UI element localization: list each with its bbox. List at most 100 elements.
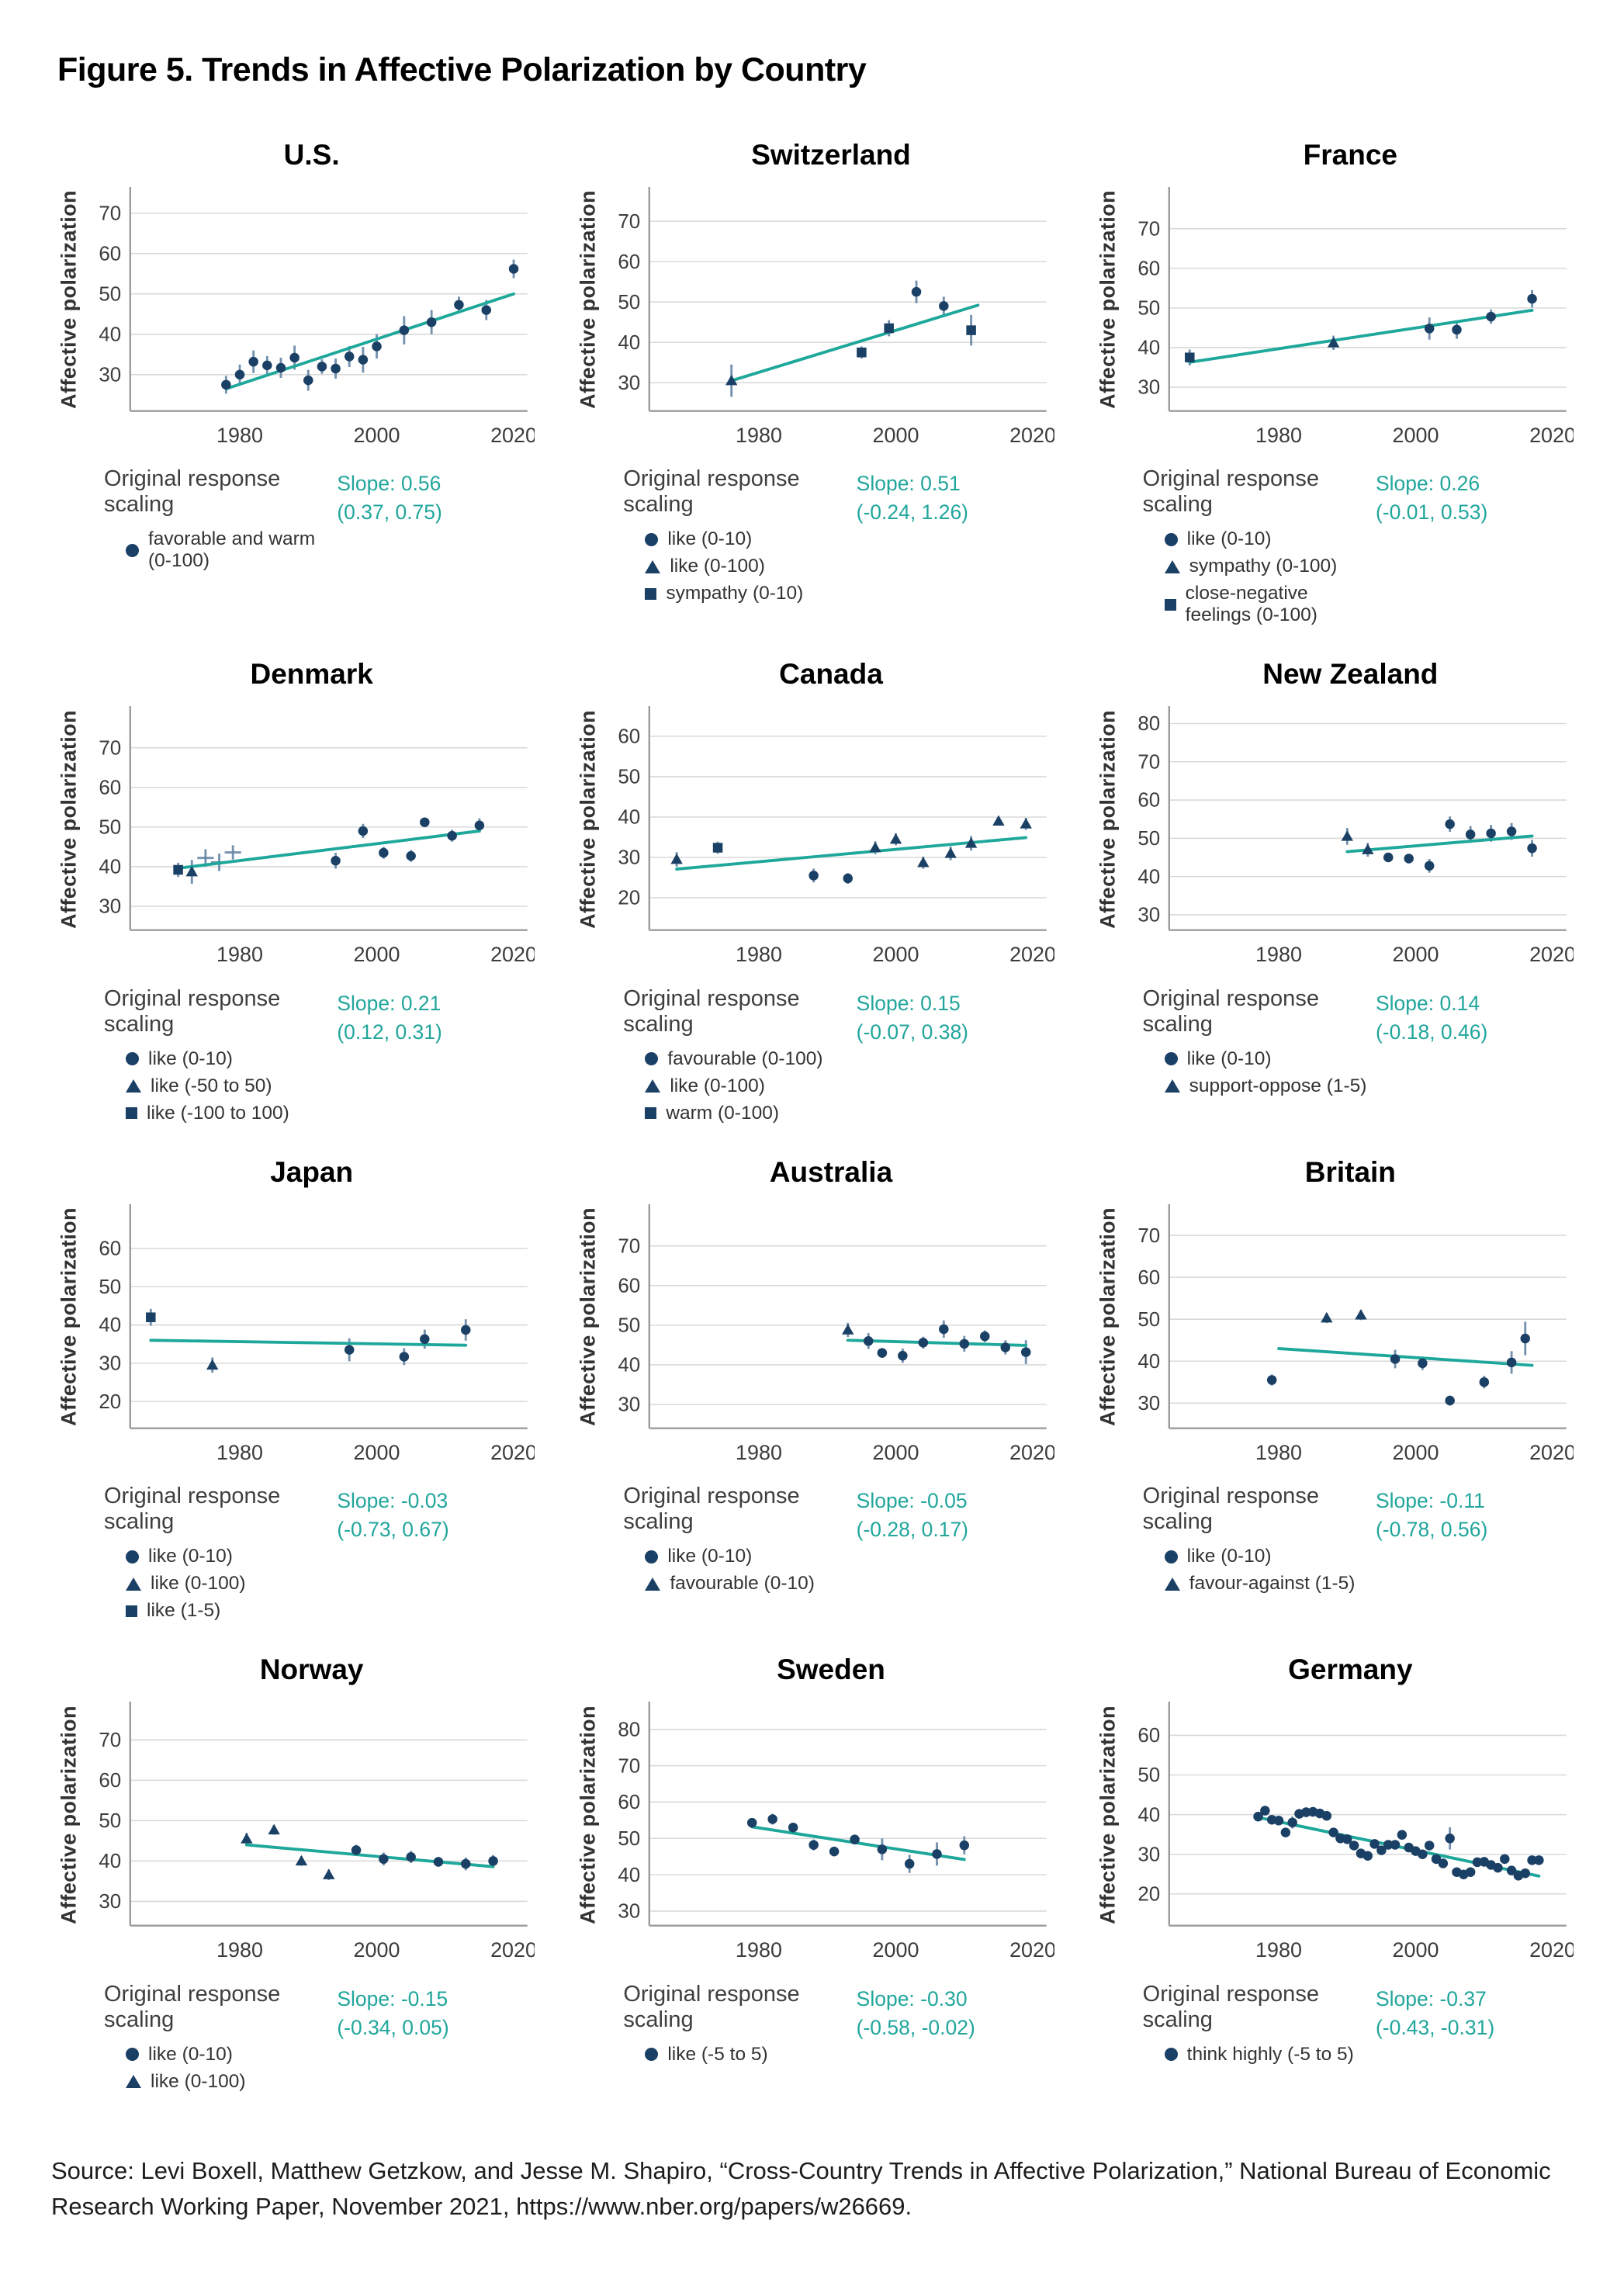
triangle-marker-icon (645, 559, 661, 573)
chart-panel-britain: Britain Affective polarization 30 40 50 60 70 1… (1090, 1156, 1574, 1627)
data-point-circle (1479, 1377, 1489, 1387)
chart-australia: 30 40 50 60 70 1980 2000 2020 (618, 1203, 1054, 1464)
circle-marker-icon (126, 1550, 139, 1564)
legend-new-zealand: Original response scaling like (0-10) supp… (1143, 986, 1376, 1114)
chart-panel-u-s: U.S. Affective polarization 30 40 50 60 70 1980… (51, 139, 535, 632)
y-axis-label: Affective polarization (1096, 1207, 1120, 1427)
x-tick-label: 1980 (736, 1938, 782, 1962)
y-tick-label: 30 (618, 1392, 641, 1415)
panel-title-australia: Australia (769, 1155, 893, 1188)
y-tick-label: 80 (1137, 712, 1160, 736)
legend-item-sympathy-0-100: sympathy (0-100) (1164, 556, 1376, 577)
data-point-circle (461, 1325, 471, 1335)
x-tick-label: 1980 (1255, 424, 1302, 447)
y-tick-label: 30 (1137, 1843, 1160, 1866)
x-tick-label: 2000 (1392, 1938, 1439, 1962)
slope-confidence-interval: (-0.78, 0.56) (1375, 1518, 1488, 1542)
legend-item-favour-against-1-5: favour-against (1-5) (1164, 1573, 1376, 1595)
data-point-triangle (965, 837, 978, 848)
y-axis-label: Affective polarization (57, 1705, 81, 1924)
data-point-circle (379, 848, 389, 858)
legend-item-label: favorable and warm (0-100) (148, 528, 316, 572)
data-point-circle (1520, 1333, 1530, 1344)
y-tick-label: 30 (618, 846, 641, 869)
legend-row-canada: Original response scaling favourable (0-1… (570, 986, 1054, 1130)
data-point-circle (420, 817, 430, 828)
data-point-circle (289, 352, 300, 363)
legend-item-like-0-10: like (0-10) (645, 1546, 856, 1567)
data-point-circle (1499, 1854, 1510, 1865)
y-tick-label: 40 (99, 1313, 121, 1336)
x-tick-label: 1980 (1255, 1938, 1302, 1962)
y-tick-label: 40 (618, 805, 641, 829)
data-point-circle (221, 379, 231, 390)
trend-line (149, 1338, 468, 1347)
data-point-triangle (1320, 1311, 1333, 1323)
legend-title: Original response scaling (623, 1484, 800, 1535)
y-tick-label: 50 (99, 816, 121, 839)
x-tick-label: 2020 (490, 1441, 535, 1464)
legend-title: Original response scaling (104, 985, 281, 1037)
data-point-circle (1526, 1855, 1537, 1865)
y-tick-label: 30 (99, 1351, 121, 1374)
x-tick-label: 2020 (1529, 1441, 1574, 1464)
figure-title: Figure 5. Trends in Affective Polarizati… (57, 51, 867, 88)
x-tick-label: 1980 (216, 943, 263, 966)
y-axis-label: Affective polarization (1096, 709, 1120, 929)
y-axis-label-wrap: Affective polarization (570, 1204, 606, 1473)
legend-item-like-0-100: like (0-100) (645, 556, 856, 577)
slope-annotation-new-zealand: Slope: 0.14 (-0.18, 0.46) (1376, 986, 1574, 1114)
plot-row-canada: Affective polarization 20 30 40 50 60 1980 2000… (570, 706, 1054, 975)
data-point-circle (275, 362, 286, 373)
data-point-circle (1424, 861, 1435, 871)
chart-panel-japan: Japan Affective polarization 20 30 40 50 60 198… (51, 1156, 535, 1627)
chart-panel-australia: Australia Affective polarization 30 40 50 60 7… (570, 1156, 1054, 1627)
slope-annotation-switzerland: Slope: 0.51 (-0.24, 1.26) (857, 466, 1054, 610)
legend-item-sympathy-0-10: sympathy (0-10) (645, 583, 856, 604)
trend-line (1276, 1346, 1534, 1367)
plot-row-australia: Affective polarization 30 40 50 60 70 1980 2000… (570, 1203, 1054, 1473)
data-point-circle (399, 1352, 410, 1362)
legend-item-label: like (-5 to 5) (667, 2043, 768, 2065)
y-tick-label: 70 (1137, 750, 1160, 774)
data-point-circle (344, 351, 355, 362)
data-point-circle (1328, 1827, 1338, 1838)
chart-germany: 20 30 40 50 60 1980 2000 2020 (1137, 1702, 1574, 1962)
data-point-circle (488, 1856, 498, 1866)
data-point-circle (1417, 1358, 1428, 1368)
legend-item-like-0-10: like (0-10) (126, 1546, 337, 1567)
y-tick-label: 60 (99, 1768, 121, 1792)
legend-row-norway: Original response scaling like (0-10) like… (51, 1982, 535, 2110)
legend-item-like-0-10: like (0-10) (1164, 528, 1376, 550)
legend-item-favorable-and-warm-0-100: favorable and warm (0-100) (126, 528, 337, 572)
circle-marker-icon (645, 2048, 659, 2062)
x-tick-label: 2020 (1009, 943, 1054, 966)
data-point-circle (918, 1337, 929, 1348)
y-tick-label: 60 (618, 1273, 641, 1297)
legend-row-new-zealand: Original response scaling like (0-10) supp… (1090, 986, 1574, 1114)
data-point-circle (808, 871, 819, 881)
legend-norway: Original response scaling like (0-10) like… (104, 1982, 337, 2110)
data-point-circle (1486, 829, 1496, 839)
data-point-triangle (1327, 337, 1339, 348)
data-point-circle (351, 1845, 362, 1855)
trend-line (176, 829, 481, 871)
legend-item-like-0-10: like (0-10) (1164, 1048, 1376, 1070)
chart-panel-norway: Norway Affective polarization 30 40 50 60 70 19… (51, 1654, 535, 2109)
chart-britain: 30 40 50 60 70 1980 2000 2020 (1137, 1203, 1574, 1464)
data-point-circle (1300, 1807, 1311, 1817)
legend-denmark: Original response scaling like (0-10) like… (104, 986, 337, 1130)
panel-title-denmark: Denmark (250, 658, 373, 691)
data-point-circle (1363, 1851, 1373, 1861)
slope-value: Slope: -0.15 (337, 1986, 448, 2010)
panel-title-britain: Britain (1304, 1155, 1396, 1188)
triangle-marker-icon (1164, 1577, 1180, 1591)
y-axis-label-wrap: Affective polarization (1090, 1204, 1126, 1473)
data-point-square (857, 347, 867, 358)
x-tick-label: 2020 (1009, 1441, 1054, 1464)
data-point-triangle (323, 1868, 335, 1880)
legend-title: Original response scaling (1142, 1484, 1319, 1535)
data-point-circle (234, 369, 245, 380)
plot-row-japan: Affective polarization 20 30 40 50 60 1980 2000… (51, 1203, 535, 1473)
x-tick-label: 2000 (354, 1441, 400, 1464)
